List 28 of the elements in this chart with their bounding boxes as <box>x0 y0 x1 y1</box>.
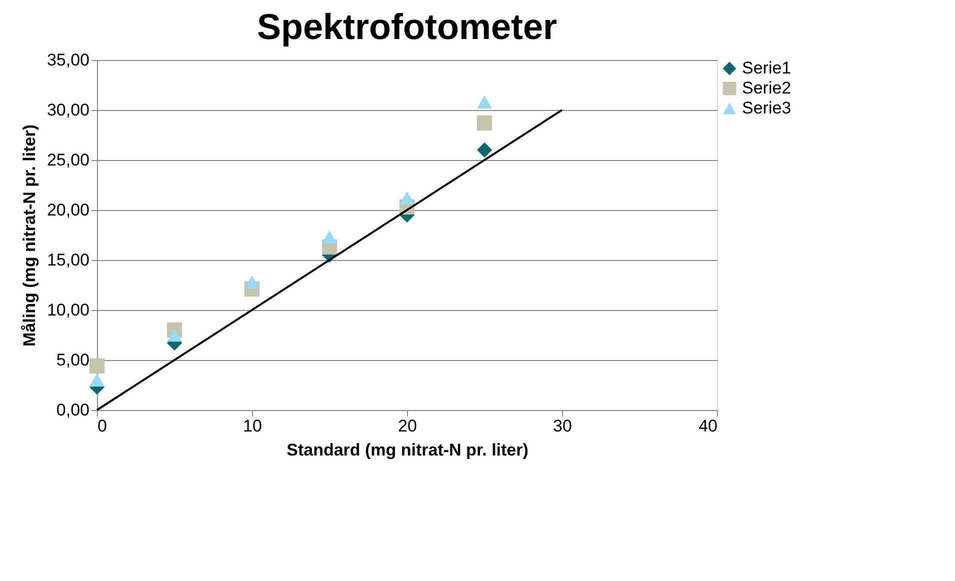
point <box>322 230 338 244</box>
point <box>166 328 182 342</box>
legend-label: Serie3 <box>742 98 792 118</box>
y-axis-title: Måling (mg nitrat-N pr. liter) <box>20 124 39 346</box>
point <box>476 115 492 131</box>
y-tick-label: 30,00 <box>46 100 90 120</box>
x-tick-label: 0 <box>98 416 107 436</box>
point <box>399 191 415 205</box>
y-tick-label: 10,00 <box>46 300 90 320</box>
point <box>244 275 260 289</box>
x-tick-label: 30 <box>553 416 572 436</box>
y-tick-label: 0,00 <box>56 400 90 420</box>
y-tick-label: 20,00 <box>46 200 90 220</box>
point <box>89 373 105 387</box>
y-tick-label: 15,00 <box>46 250 90 270</box>
point <box>89 358 105 374</box>
point <box>476 95 492 109</box>
y-tick-label: 35,00 <box>46 50 90 70</box>
point <box>476 142 492 158</box>
y-tick-label: 5,00 <box>56 350 90 370</box>
legend-label: Serie1 <box>742 58 792 78</box>
x-tick-label: 20 <box>398 416 417 436</box>
y-tick-label: 25,00 <box>46 150 90 170</box>
x-axis-title: Standard (mg nitrat-N pr. liter) <box>286 440 528 460</box>
legend-label: Serie2 <box>742 78 792 98</box>
chart-title: Spektrofotometer <box>256 6 558 47</box>
x-tick-label: 10 <box>243 416 262 436</box>
x-tick-label: 40 <box>698 416 718 436</box>
